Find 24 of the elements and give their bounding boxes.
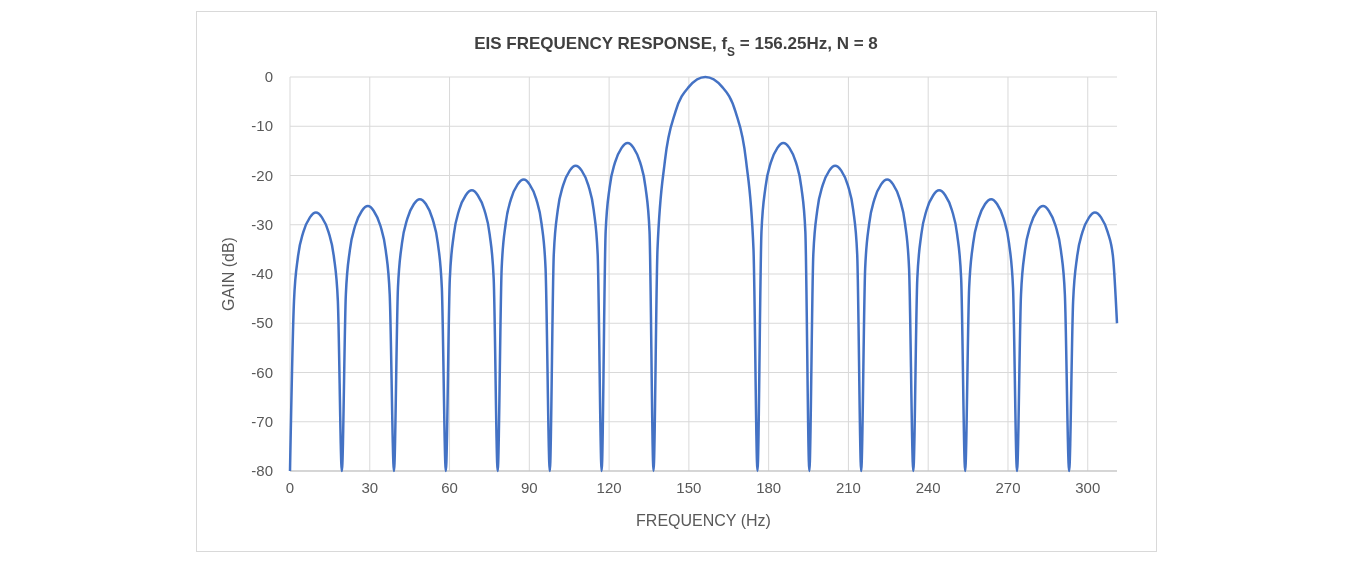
x-tick-label: 240 — [915, 479, 941, 496]
y-tick-label: -10 — [251, 117, 273, 135]
x-tick-label: 90 — [520, 479, 538, 496]
y-tick-label: -40 — [251, 265, 273, 282]
y-axis-title: GAIN (dB) — [220, 237, 237, 311]
chart-title: EIS FREQUENCY RESPONSE, f$_{S}$ = 156.25Hz, N = 8 — [474, 34, 878, 59]
x-tick-label: 180 — [756, 479, 782, 496]
x-tick-label: 120 — [596, 479, 622, 496]
y-tick-label: -20 — [251, 166, 273, 184]
y-tick-label: -80 — [251, 462, 273, 479]
x-tick-label: 60 — [441, 479, 458, 496]
line-series — [288, 75, 1119, 473]
x-tick-label: 300 — [1075, 479, 1101, 496]
y-tick-label: -70 — [251, 412, 273, 430]
x-tick-label: 210 — [835, 479, 861, 496]
x-tick-label: 150 — [676, 479, 702, 496]
x-axis-title: FREQUENCY (Hz) — [636, 512, 771, 529]
y-tick-label: -30 — [251, 215, 273, 233]
y-tick-label: -60 — [251, 363, 273, 381]
y-tick-label: -50 — [251, 314, 273, 332]
x-tick-label: 0 — [285, 479, 295, 496]
y-tick-label: 0 — [264, 68, 273, 85]
x-tick-label: 30 — [361, 479, 379, 496]
x-tick-label: 270 — [995, 479, 1021, 496]
